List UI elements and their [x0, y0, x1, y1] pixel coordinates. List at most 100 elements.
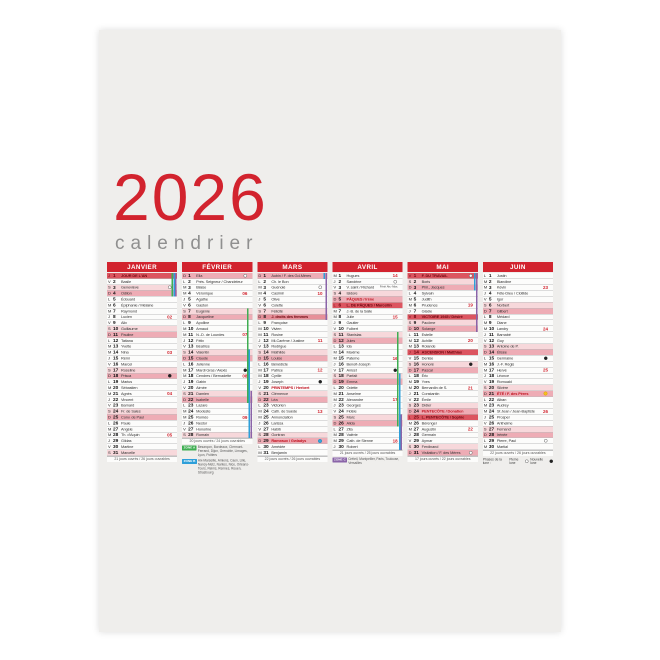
day-row: J 5 Agathe — [182, 297, 253, 303]
day-letter: L — [483, 397, 487, 402]
day-number: 8 — [113, 314, 116, 320]
day-name: Agathe — [196, 297, 208, 302]
day-row: S 17 Roseline — [107, 367, 178, 374]
day-number: 23 — [113, 402, 119, 409]
day-name: Arnaud — [196, 326, 209, 332]
month-mars: MARS D 1 Aubin / F. des Gd-Mères L 2 Ch. le Bo… — [257, 262, 328, 475]
day-name: Rameaux / Gwladys — [271, 438, 307, 444]
day-number: 1 — [413, 272, 417, 279]
moon-legend-prefix: Phases de la lune : — [482, 457, 502, 465]
day-letter: D — [108, 373, 111, 379]
full-moon-icon — [468, 450, 473, 455]
full-moon-icon — [543, 439, 548, 443]
day-name: Modeste — [196, 409, 211, 414]
day-letter: M — [183, 291, 187, 296]
day-row: L 23 Lazare — [182, 403, 253, 409]
day-letter: J — [333, 279, 336, 284]
day-letter: J — [483, 332, 486, 337]
day-letter: S — [483, 426, 487, 432]
sun-icon — [543, 391, 548, 396]
school-zone-b: ZONE B Aix-Marseille, Amiens, Caen, Lille… — [182, 459, 252, 475]
day-name: Achille — [421, 338, 433, 343]
day-letter: M — [183, 367, 187, 373]
full-moon-icon — [168, 285, 172, 290]
day-number: 7 — [488, 308, 492, 314]
day-name: Fulbert — [346, 326, 358, 332]
new-moon-icon — [393, 368, 398, 372]
day-letter: M — [333, 273, 337, 278]
day-number: 4 — [113, 290, 116, 297]
day-row: D 26 Alida — [332, 420, 403, 427]
week-number: 02 — [167, 314, 173, 320]
day-row: L 22 Alban — [482, 397, 553, 403]
day-letter: L — [183, 403, 186, 408]
day-name: V. saint / Richard — [346, 285, 375, 290]
day-letter: J — [108, 356, 110, 361]
day-row: J 19 Gabin — [182, 379, 253, 386]
week-number: 06 — [242, 290, 248, 296]
day-number: 27 — [488, 426, 495, 432]
day-number: 1 — [488, 272, 492, 279]
day-letter: M — [408, 302, 412, 308]
day-number: 17 — [188, 367, 194, 373]
day-row: V 10 Fulbert — [332, 326, 403, 332]
day-number: 11 — [113, 331, 119, 338]
day-name: Sylvain — [421, 291, 434, 296]
day-letter: M — [483, 279, 488, 284]
day-letter: V — [333, 367, 337, 373]
day-name: Lucien — [121, 314, 132, 320]
day-number: 30 — [113, 444, 119, 450]
day-row: S 13 Antoine de P. — [482, 344, 553, 350]
day-letter: S — [183, 308, 186, 314]
day-letter: J — [333, 361, 336, 367]
day-letter: V — [408, 314, 412, 320]
day-number: 7 — [413, 308, 417, 314]
day-letter: M — [483, 403, 488, 408]
day-letter: D — [258, 397, 262, 402]
day-number: 23 — [338, 402, 344, 409]
day-number: 16 — [413, 361, 419, 367]
day-letter: L — [483, 314, 487, 320]
full-moon-label: Pleine lune — [509, 457, 519, 465]
day-number: 10 — [263, 326, 269, 332]
day-name: Gontran — [271, 432, 285, 438]
day-row: M 10 Arnaud — [182, 326, 253, 332]
day-name: Conv. de Paul — [121, 415, 144, 420]
week-number: 12 — [317, 367, 323, 373]
day-number: 29 — [338, 438, 344, 444]
day-letter: D — [258, 356, 262, 361]
day-number: 5 — [113, 296, 116, 303]
full-moon-icon — [318, 285, 322, 290]
day-name: Jules — [346, 338, 356, 343]
day-letter: J — [183, 379, 186, 385]
day-letter: L — [333, 385, 336, 391]
day-name: Augustin — [421, 426, 437, 432]
day-name: Bénédicte — [271, 361, 288, 367]
new-moon-icon — [168, 374, 172, 378]
day-number: 6 — [338, 302, 342, 308]
day-number: 13 — [413, 343, 419, 350]
day-letter: S — [333, 291, 337, 296]
day-row: M 2 Blandine — [482, 279, 553, 285]
day-number: 18 — [338, 373, 344, 379]
day-name: Benoît-Joseph — [346, 361, 371, 367]
day-row: V 13 Béatrice — [182, 344, 253, 350]
day-name: Ida — [346, 344, 352, 349]
day-letter: M — [258, 332, 262, 337]
day-letter: M — [483, 361, 488, 367]
day-letter: L — [408, 291, 411, 296]
day-row: D 3 Phil., Jacques — [407, 285, 478, 291]
day-letter: S — [108, 326, 111, 332]
day-letter: M — [108, 308, 112, 314]
day-name: Casimir — [271, 291, 284, 296]
week-number: 17 — [392, 397, 398, 403]
day-letter: M — [183, 373, 187, 379]
day-number: 8 — [188, 314, 191, 320]
day-number: 8 — [263, 314, 266, 320]
month-header: FÉVRIER — [182, 262, 253, 272]
day-number: 7 — [338, 308, 342, 314]
day-name: Denise — [421, 356, 434, 361]
day-letter: M — [108, 432, 112, 438]
day-letter: J — [408, 350, 411, 355]
day-number: 18 — [188, 373, 194, 379]
